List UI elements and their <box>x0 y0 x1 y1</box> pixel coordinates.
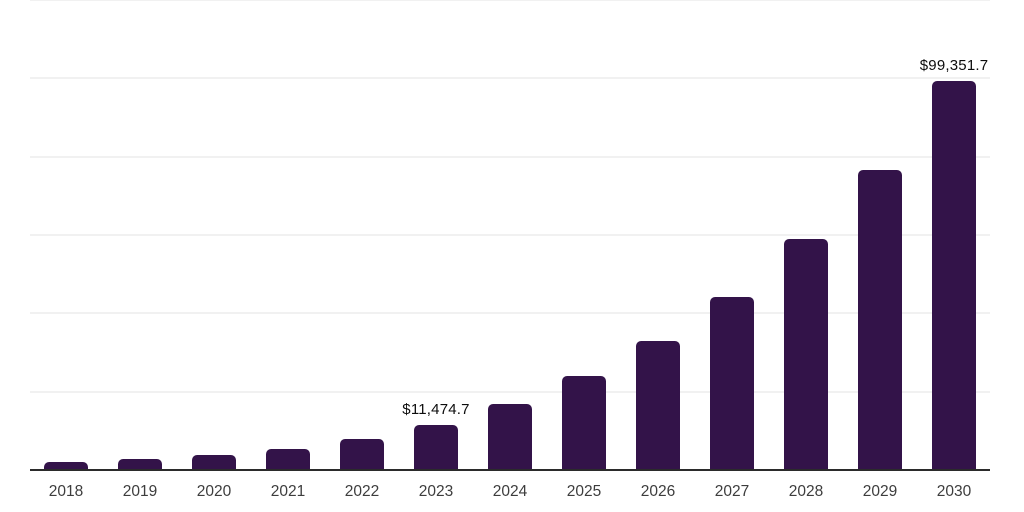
bar-2027 <box>710 296 754 470</box>
x-axis-label-2028: 2028 <box>788 483 824 500</box>
gridline <box>30 155 990 158</box>
x-axis-label-2027: 2027 <box>714 483 750 500</box>
bar-2025 <box>562 375 606 470</box>
x-axis-label-2023: 2023 <box>418 483 454 500</box>
gridline <box>30 312 990 315</box>
gridline <box>30 234 990 236</box>
bar-2026 <box>636 341 680 470</box>
gridline <box>30 390 990 393</box>
x-axis-label-2025: 2025 <box>566 483 602 500</box>
bar-2030 <box>932 80 976 470</box>
x-axis-label-2030: 2030 <box>936 483 972 500</box>
gridline <box>30 77 990 80</box>
x-axis-label-2029: 2029 <box>862 483 898 500</box>
x-axis-label-2026: 2026 <box>640 483 676 500</box>
x-axis-line <box>30 469 990 471</box>
bar-2018 <box>44 461 88 470</box>
x-axis-label-2024: 2024 <box>492 483 528 500</box>
gridline <box>30 0 990 1</box>
bar-2023 <box>414 425 458 470</box>
bar-2028 <box>784 238 828 470</box>
bar-2020 <box>192 454 236 470</box>
bar-value-label-2023: $11,474.7 <box>402 401 470 419</box>
bar-2021 <box>266 449 310 470</box>
x-axis-label-2022: 2022 <box>344 483 380 500</box>
x-axis-label-2019: 2019 <box>122 483 158 500</box>
x-axis-labels: 2018 2019 2020 2021 2022 2023 2024 2025 2026 2027… <box>30 483 990 503</box>
bar-2019 <box>118 458 162 470</box>
plot-area: $11,474.7 $99,351.7 <box>30 0 990 471</box>
x-axis-label-2018: 2018 <box>48 483 84 500</box>
bar-2029 <box>858 169 902 470</box>
x-axis-label-2021: 2021 <box>270 483 306 500</box>
bar-2022 <box>340 439 384 470</box>
x-axis-label-2020: 2020 <box>196 483 232 500</box>
bar-value-label-2030: $99,351.7 <box>919 56 989 74</box>
bar-2024 <box>488 403 532 470</box>
